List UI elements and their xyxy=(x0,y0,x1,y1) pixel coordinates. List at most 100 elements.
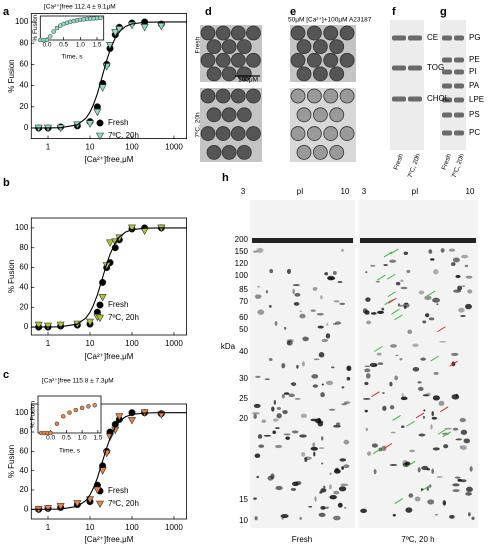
legend-label: Fresh xyxy=(108,486,128,495)
lane-label: Fresh xyxy=(441,153,453,171)
gel-spot xyxy=(296,364,299,369)
gel-spot xyxy=(281,394,285,399)
cell xyxy=(246,88,261,104)
mw-label: 10 xyxy=(239,516,248,525)
gel-spot xyxy=(432,395,440,401)
arrow xyxy=(437,326,446,333)
data-point xyxy=(98,15,103,21)
panel-label: c xyxy=(3,369,9,381)
row-label: Fresh xyxy=(195,36,202,53)
arrow xyxy=(387,291,397,298)
gel-spot xyxy=(382,405,387,411)
gel-spot xyxy=(417,381,422,384)
arrow xyxy=(427,290,436,297)
fit-line xyxy=(31,21,187,129)
cell xyxy=(323,88,339,104)
data-point xyxy=(44,37,50,43)
band-label: TOG xyxy=(427,63,444,72)
gel-spot xyxy=(436,476,443,478)
arrow xyxy=(437,428,447,435)
arrow xyxy=(389,248,399,255)
gel-spot xyxy=(308,505,313,508)
data-point xyxy=(115,413,124,421)
cell xyxy=(230,25,246,41)
y-tick-label: 40 xyxy=(19,81,28,90)
gel-spot xyxy=(329,472,332,476)
x-tick-label: 100 xyxy=(125,143,139,152)
gel-spot xyxy=(440,248,445,253)
gel-spot xyxy=(283,392,290,395)
gel-label: 7ºC, 20 h xyxy=(401,535,434,544)
fit-line xyxy=(31,412,187,510)
gel-spot xyxy=(339,458,347,462)
x-tick-label: 1000 xyxy=(165,339,183,348)
tlc-band xyxy=(392,65,406,71)
gel-spot xyxy=(428,484,432,488)
lane-label: 7ºC, 20h xyxy=(451,153,466,179)
inset-title: [Ca²⁺]free 112.4 ± 9.1μM xyxy=(44,4,116,11)
cell xyxy=(230,126,246,141)
gel-spot xyxy=(420,357,426,361)
gel-spot xyxy=(286,340,293,346)
gel-spot xyxy=(274,321,278,326)
arrow xyxy=(377,274,386,281)
gel-spot xyxy=(269,268,274,274)
cell xyxy=(312,107,328,123)
legend-marker xyxy=(95,500,105,509)
legend-marker xyxy=(95,132,105,141)
gel-spot xyxy=(409,449,416,453)
gel-spot xyxy=(310,418,318,422)
x-axis-label: [Ca²⁺]free,μM xyxy=(85,535,134,544)
cell xyxy=(339,52,355,68)
gel-spot xyxy=(448,248,456,252)
gel-spot xyxy=(406,269,411,273)
cell xyxy=(206,66,222,82)
gel-spot xyxy=(426,468,430,471)
gel-spot xyxy=(377,362,384,366)
gel-spot xyxy=(346,365,352,371)
gel-spot xyxy=(365,427,368,432)
x-tick-label: 1.0 xyxy=(78,435,87,442)
gel-spot xyxy=(460,315,466,317)
gel-spot xyxy=(465,303,472,310)
gel-spot xyxy=(395,354,399,357)
cell xyxy=(221,144,237,160)
gel-spot xyxy=(401,393,404,397)
y-tick-label: 100 xyxy=(15,223,29,232)
data-point xyxy=(34,321,43,330)
gel-spot xyxy=(304,457,308,463)
gel-band xyxy=(252,238,353,243)
gel-spot xyxy=(283,433,291,436)
gel-spot xyxy=(459,445,462,449)
cell xyxy=(323,52,339,68)
gel-spot xyxy=(265,290,269,294)
cell xyxy=(246,25,261,41)
gel-spot xyxy=(431,468,434,474)
gel-spot xyxy=(465,492,472,496)
cell xyxy=(236,107,252,123)
mw-unit: kDa xyxy=(221,342,236,351)
gel-spot xyxy=(320,505,326,510)
legend-label: Fresh xyxy=(108,300,128,309)
y-tick-label: 0 xyxy=(24,322,29,331)
data-point xyxy=(115,234,124,242)
gel-spot xyxy=(431,411,434,417)
data-point xyxy=(86,404,91,409)
tlc-band xyxy=(442,69,452,75)
arrow xyxy=(430,355,439,362)
gel-spot xyxy=(288,393,295,398)
gel-spot xyxy=(310,309,317,313)
gel-spot xyxy=(424,313,430,318)
tlc-band xyxy=(408,65,422,71)
data-point xyxy=(127,417,136,425)
data-point xyxy=(56,321,65,330)
gel-spot xyxy=(399,357,403,361)
gel-spot xyxy=(421,465,429,471)
x-tick-label: 100 xyxy=(125,523,139,532)
gel-spot xyxy=(364,409,368,413)
arrow xyxy=(374,346,383,352)
x-tick-label: 0.5 xyxy=(59,42,68,49)
gel-spot xyxy=(389,259,397,263)
arrow xyxy=(449,360,458,367)
